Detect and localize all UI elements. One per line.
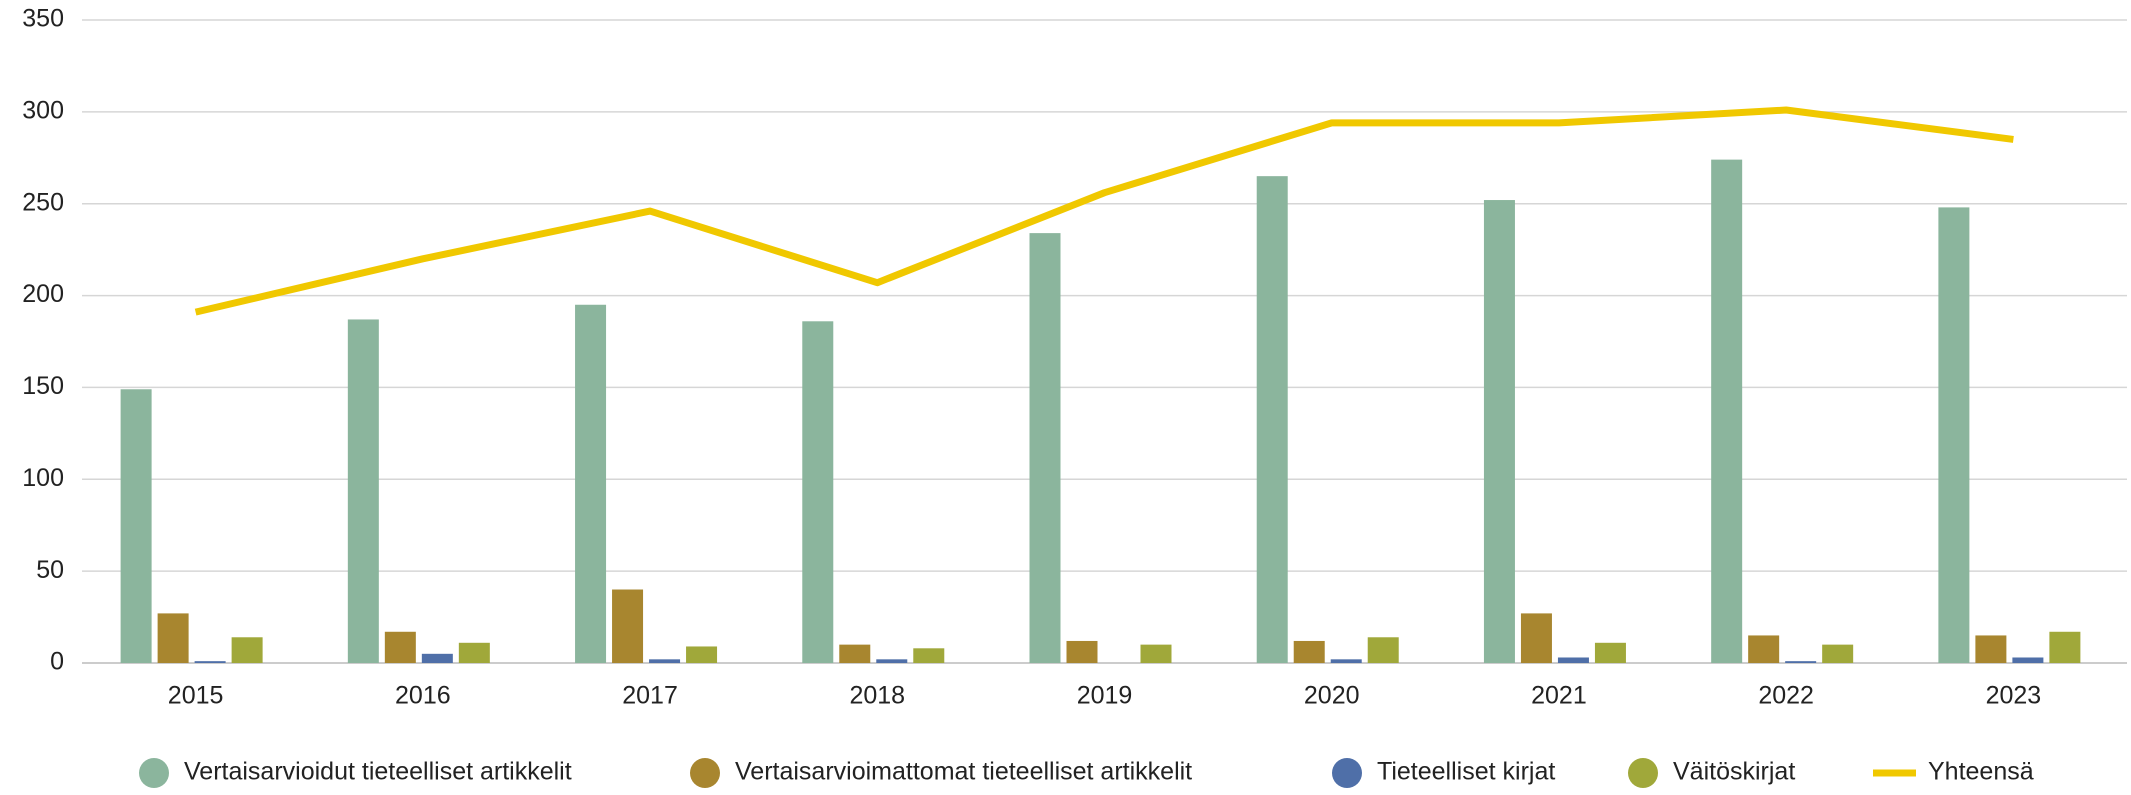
bar xyxy=(231,637,263,663)
x-tick-label: 2020 xyxy=(1304,682,1360,710)
bar xyxy=(1330,659,1362,663)
line xyxy=(194,106,2014,316)
bar xyxy=(157,613,189,663)
legend-label: Yhteensä xyxy=(1928,758,2034,786)
bar xyxy=(1029,233,1061,663)
bar xyxy=(1938,207,1970,664)
x-tick-label: 2018 xyxy=(849,682,905,710)
legend-label: Väitöskirjat xyxy=(1673,758,1795,786)
bar xyxy=(1822,644,1854,663)
bar xyxy=(686,646,718,663)
bar xyxy=(1711,159,1743,663)
bar xyxy=(1520,613,1552,663)
x-tick-label: 2022 xyxy=(1758,682,1814,710)
bar xyxy=(458,642,490,663)
y-tick-label: 250 xyxy=(22,188,64,216)
bar xyxy=(2012,657,2044,663)
bar xyxy=(612,589,644,663)
x-tick-label: 2019 xyxy=(1077,682,1133,710)
y-tick-label: 200 xyxy=(22,280,64,308)
y-tick-label: 100 xyxy=(22,464,64,492)
bar xyxy=(120,389,152,663)
y-tick-label: 150 xyxy=(22,372,64,400)
bar xyxy=(839,644,871,663)
bar xyxy=(802,321,834,663)
bar xyxy=(1140,644,1172,663)
bar xyxy=(347,319,379,663)
bar xyxy=(1066,640,1098,663)
legend-marker xyxy=(1332,758,1362,788)
bar xyxy=(1748,635,1780,663)
bar xyxy=(1785,661,1817,663)
y-tick-label: 300 xyxy=(22,96,64,124)
bar xyxy=(575,304,607,663)
x-tick-label: 2017 xyxy=(622,682,678,710)
y-tick-label: 50 xyxy=(36,556,64,584)
y-tick-label: 0 xyxy=(50,648,64,676)
legend-marker xyxy=(139,758,169,788)
bar xyxy=(1483,200,1515,664)
x-tick-label: 2016 xyxy=(395,682,451,710)
bar xyxy=(1557,657,1589,663)
bar xyxy=(1367,637,1399,663)
legend-marker xyxy=(1628,758,1658,788)
y-tick-label: 350 xyxy=(22,5,64,33)
legend-marker xyxy=(690,758,720,788)
x-tick-label: 2021 xyxy=(1531,682,1587,710)
bar xyxy=(1256,176,1288,663)
bar xyxy=(1293,640,1325,663)
bar xyxy=(913,648,945,663)
bar xyxy=(876,659,908,663)
bar xyxy=(194,661,226,663)
bar xyxy=(384,631,416,663)
bar xyxy=(421,653,453,663)
bar xyxy=(1594,642,1626,663)
bar xyxy=(1975,635,2007,663)
legend-label: Vertaisarvioidut tieteelliset artikkelit xyxy=(184,758,572,786)
legend-label: Tieteelliset kirjat xyxy=(1377,758,1555,786)
x-tick-label: 2023 xyxy=(1986,682,2042,710)
bar xyxy=(2049,631,2081,663)
bar xyxy=(649,659,681,663)
legend-label: Vertaisarvioimattomat tieteelliset artik… xyxy=(735,758,1192,786)
x-tick-label: 2015 xyxy=(168,682,224,710)
